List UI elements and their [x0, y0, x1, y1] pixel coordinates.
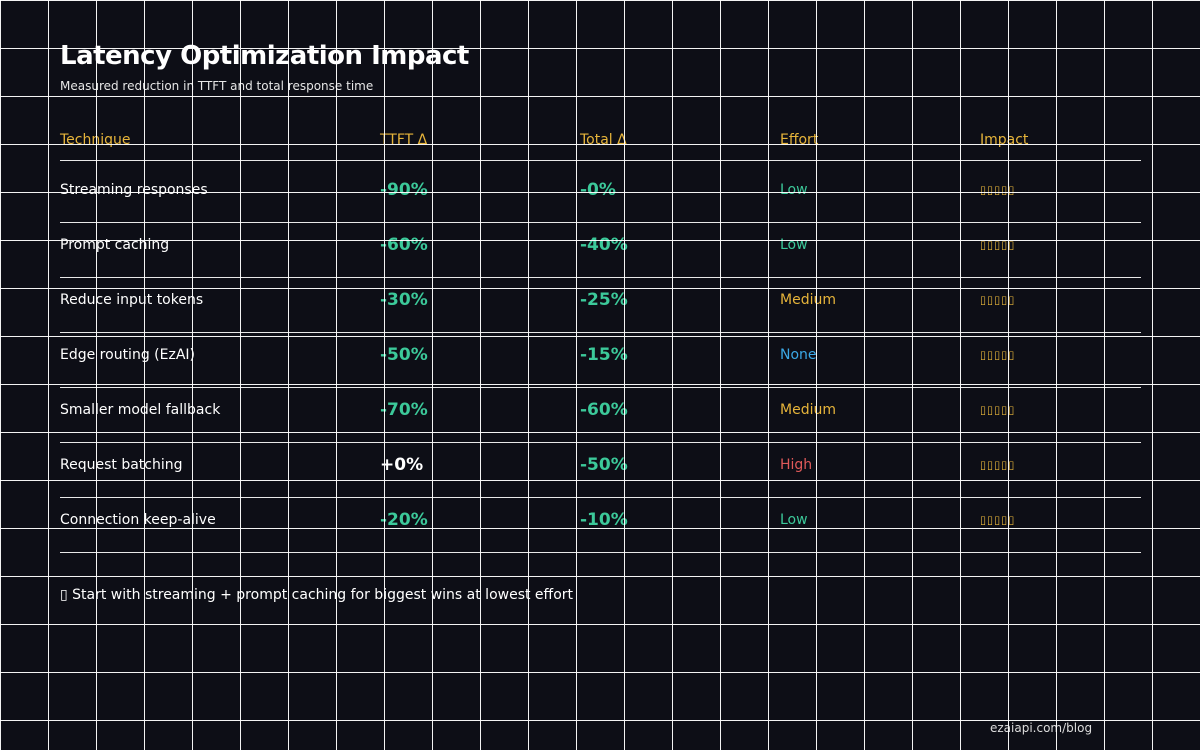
impact-cell: ▯▯▯▯▯ — [980, 458, 1016, 472]
divider — [60, 552, 1141, 553]
technique-cell: Smaller model fallback — [60, 402, 221, 418]
divider — [60, 160, 1141, 161]
total-cell: -0% — [580, 180, 616, 200]
impact-cell: ▯▯▯▯▯ — [980, 403, 1016, 417]
page-title: Latency Optimization Impact — [60, 41, 469, 71]
divider — [60, 222, 1141, 223]
ttft-cell: -50% — [380, 345, 428, 365]
technique-cell: Edge routing (EzAI) — [60, 347, 195, 363]
technique-cell: Request batching — [60, 457, 183, 473]
impact-cell: ▯▯▯▯▯ — [980, 183, 1016, 197]
divider — [60, 332, 1141, 333]
hint-text: ▯ Start with streaming + prompt caching … — [60, 587, 574, 603]
impact-cell: ▯▯▯▯▯ — [980, 513, 1016, 527]
total-cell: -60% — [580, 400, 628, 420]
ttft-cell: -90% — [380, 180, 428, 200]
page-subtitle: Measured reduction in TTFT and total res… — [60, 79, 374, 93]
ttft-cell: -60% — [380, 235, 428, 255]
effort-cell: High — [780, 457, 813, 473]
effort-cell: Medium — [780, 292, 836, 308]
technique-cell: Connection keep-alive — [60, 512, 216, 528]
effort-cell: Medium — [780, 402, 836, 418]
total-cell: -40% — [580, 235, 628, 255]
technique-cell: Streaming responses — [60, 182, 208, 198]
column-header: Technique — [60, 132, 131, 148]
total-cell: -10% — [580, 510, 628, 530]
effort-cell: Low — [780, 237, 808, 253]
total-cell: -50% — [580, 455, 628, 475]
effort-cell: None — [780, 347, 817, 363]
ttft-cell: -70% — [380, 400, 428, 420]
footer-link[interactable]: ezaiapi.com/blog — [990, 721, 1093, 735]
ttft-cell: -20% — [380, 510, 428, 530]
column-header: Effort — [780, 132, 819, 148]
technique-cell: Prompt caching — [60, 237, 170, 253]
ttft-cell: -30% — [380, 290, 428, 310]
effort-cell: Low — [780, 182, 808, 198]
divider — [60, 442, 1141, 443]
impact-cell: ▯▯▯▯▯ — [980, 348, 1016, 362]
effort-cell: Low — [780, 512, 808, 528]
divider — [60, 387, 1141, 388]
impact-cell: ▯▯▯▯▯ — [980, 238, 1016, 252]
column-header: TTFT Δ — [380, 132, 428, 148]
column-header: Total Δ — [580, 132, 627, 148]
total-cell: -25% — [580, 290, 628, 310]
technique-cell: Reduce input tokens — [60, 292, 204, 308]
ttft-cell: +0% — [380, 455, 424, 475]
divider — [60, 277, 1141, 278]
column-header: Impact — [980, 132, 1029, 148]
impact-cell: ▯▯▯▯▯ — [980, 293, 1016, 307]
divider — [60, 497, 1141, 498]
total-cell: -15% — [580, 345, 628, 365]
